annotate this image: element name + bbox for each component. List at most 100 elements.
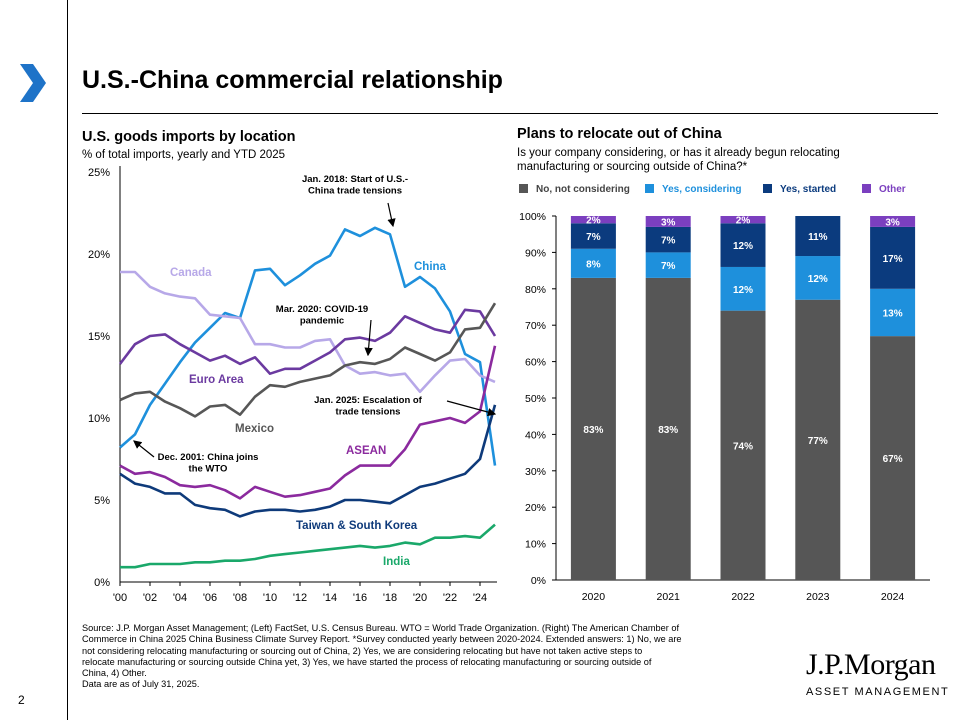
series-label: Canada	[170, 267, 212, 279]
x-tick-label: '12	[293, 592, 307, 604]
y-tick-label: 5%	[94, 495, 110, 507]
y-tick-label: 60%	[525, 357, 546, 369]
line-series-mexico	[119, 302, 497, 418]
footnote-line: China, 4) Other.	[82, 668, 147, 679]
y-tick-label: 10%	[525, 539, 546, 551]
bar-chart-subtitle-line-2: manufacturing or sourcing outside of Chi…	[517, 161, 748, 173]
y-tick-label: 100%	[519, 211, 546, 223]
annotation-text: Jan. 2025: Escalation of trade tensions	[314, 395, 423, 418]
bar-data-label: 7%	[586, 232, 601, 243]
bar-segment	[645, 216, 691, 227]
bar-segment	[720, 266, 766, 311]
bar-segment	[795, 216, 841, 257]
annotation-arrow	[133, 440, 155, 458]
annotation-text: Mar. 2020: COVID-19 pandemic	[276, 304, 368, 327]
y-tick-label: 70%	[525, 320, 546, 332]
bar-segment	[795, 299, 841, 580]
bar-data-label: 77%	[808, 436, 828, 447]
bar-segment	[720, 216, 766, 224]
bar-data-label: 12%	[808, 274, 828, 285]
bar-segment	[720, 223, 766, 267]
bar-segment	[870, 288, 916, 337]
series-label: Taiwan & South Korea	[296, 520, 418, 532]
x-tick-label: 2023	[806, 591, 830, 603]
y-tick-label: 80%	[525, 284, 546, 296]
y-tick-label: 50%	[525, 393, 546, 405]
line-chart-title: U.S. goods imports by location	[82, 129, 296, 145]
imports-line-chart: 0% 5% 10% 15% 20% 25% '00 '02 '04 '06 '08 '10 '12 '14…	[88, 166, 497, 604]
legend-swatch	[645, 184, 654, 193]
x-tick-label: '10	[263, 592, 277, 604]
footnote-line: not considering relocating manufacturing…	[82, 645, 643, 656]
footnote-line: Source: J.P. Morgan Asset Management; (L…	[82, 623, 680, 633]
series-label: ASEAN	[346, 445, 386, 457]
y-tick-label: 20%	[525, 502, 546, 514]
left-margin-rule	[67, 0, 68, 720]
bar-segment	[570, 248, 616, 278]
x-tick-label: '24	[473, 592, 487, 604]
footnote-line: Data are as of July 31, 2025.	[82, 679, 200, 690]
page-title: U.S.-China commercial relationship	[82, 66, 503, 94]
asset-management-wordmark: ASSET MANAGEMENT	[806, 686, 950, 698]
x-tick-label: '22	[443, 592, 457, 604]
annotation-arrow	[387, 202, 396, 228]
title-divider	[82, 113, 938, 114]
x-tick-label: '20	[413, 592, 427, 604]
y-tick-label: 10%	[88, 413, 110, 425]
bar-data-label: 2%	[586, 216, 601, 227]
footnote-line: relocate manufacturing or sourcing outsi…	[82, 656, 652, 667]
x-tick-label: '14	[323, 592, 337, 604]
line-series-asean	[119, 345, 497, 500]
bar-segment	[870, 336, 916, 580]
bar-data-label: 11%	[808, 232, 828, 243]
legend-label: Other	[879, 184, 906, 195]
x-tick-label: '18	[383, 592, 397, 604]
legend-swatch	[763, 184, 772, 193]
bar-data-label: 8%	[586, 259, 601, 270]
line-chart-subtitle: % of total imports, yearly and YTD 2025	[82, 149, 286, 161]
bar-data-label: 12%	[733, 241, 753, 252]
legend-label: Yes, considering	[662, 184, 741, 195]
series-label: China	[414, 261, 447, 273]
bar-segment	[795, 256, 841, 300]
bar-data-label: 7%	[661, 236, 676, 247]
bar-data-label: 13%	[883, 308, 903, 319]
bar-data-label: 3%	[661, 217, 676, 228]
jpmorgan-logo: J.P.Morgan	[806, 648, 936, 681]
y-tick-label: 20%	[88, 249, 110, 261]
series-label: India	[383, 556, 410, 568]
bar-segment	[870, 216, 916, 227]
x-tick-label: '08	[233, 592, 247, 604]
bar-chart-title: Plans to relocate out of China	[517, 126, 722, 142]
x-tick-label: 2020	[582, 591, 606, 603]
page-number: 2	[18, 693, 25, 707]
x-tick-label: '02	[143, 592, 157, 604]
legend-label: No, not considering	[536, 184, 630, 195]
bar-segment	[645, 252, 691, 278]
y-tick-label: 90%	[525, 247, 546, 259]
x-tick-label: '06	[203, 592, 217, 604]
bar-data-label: 7%	[661, 261, 676, 272]
bar-segment	[720, 310, 766, 580]
y-tick-label: 15%	[88, 331, 110, 343]
bar-data-label: 2%	[736, 216, 751, 227]
line-series-canada	[120, 270, 496, 394]
line-series-india	[120, 523, 496, 569]
x-tick-label: '00	[113, 592, 127, 604]
annotation-arrow	[364, 319, 373, 357]
series-label: Euro Area	[189, 374, 244, 386]
line-series-china	[119, 226, 497, 466]
annotation-text: Dec. 2001: China joins the WTO	[158, 452, 259, 475]
bar-data-label: 3%	[885, 217, 900, 228]
footnote-line: Commerce in China 2025 China Business Cl…	[82, 634, 682, 645]
annotation-text: Jan. 2018: Start of U.S.-China trade ten…	[302, 174, 408, 197]
chevron-right-icon	[20, 64, 46, 102]
bar-segment	[570, 223, 616, 249]
x-tick-label: '16	[353, 592, 367, 604]
legend-swatch	[862, 184, 871, 193]
bar-segment	[870, 226, 916, 289]
bar-data-label: 12%	[733, 285, 753, 296]
bar-data-label: 67%	[883, 454, 903, 465]
x-tick-label: '04	[173, 592, 187, 604]
source-footnote: Source: J.P. Morgan Asset Management; (L…	[82, 623, 782, 691]
